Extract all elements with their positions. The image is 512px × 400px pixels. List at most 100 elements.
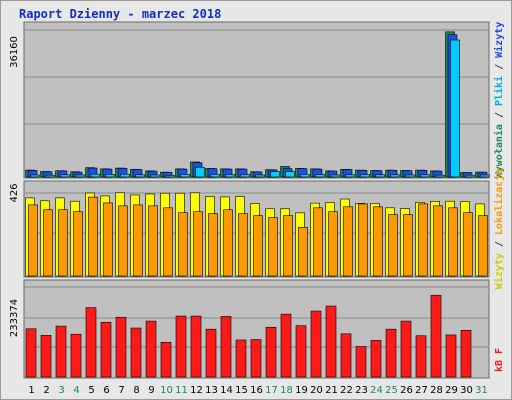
- bar-kb-2: [40, 335, 52, 378]
- x-label-day-17: 17: [265, 385, 278, 396]
- bar-lokalizacje-8: [133, 204, 143, 277]
- bar-lokalizacje-3: [58, 209, 68, 277]
- bar-kb-7: [115, 316, 127, 378]
- x-label-day-15: 15: [235, 385, 248, 396]
- x-label-day-11: 11: [175, 385, 188, 396]
- x-label-day-24: 24: [370, 385, 383, 396]
- bar-kb-4: [70, 333, 82, 378]
- bar-lokalizacje-13: [208, 213, 218, 277]
- bar-kb-28: [430, 294, 442, 378]
- x-label-day-22: 22: [340, 385, 353, 396]
- bar-kb-8: [130, 327, 142, 378]
- x-label-day-23: 23: [355, 385, 368, 396]
- bar-lokalizacje-26: [403, 214, 413, 277]
- bar-pliki-20: [315, 174, 325, 178]
- bar-pliki-10: [165, 175, 175, 178]
- bar-kb-5: [85, 307, 97, 378]
- x-label-day-16: 16: [250, 385, 263, 396]
- bar-lokalizacje-6: [103, 202, 113, 277]
- legend-entry: /: [494, 58, 505, 76]
- bar-pliki-3: [60, 174, 70, 178]
- bar-pliki-24: [375, 174, 385, 178]
- x-label-day-5: 5: [88, 385, 94, 396]
- x-label-day-6: 6: [103, 385, 109, 396]
- bar-lokalizacje-28: [433, 205, 443, 277]
- bar-pliki-28: [435, 174, 445, 178]
- bar-lokalizacje-15: [238, 213, 248, 277]
- bar-kb-9: [145, 320, 157, 378]
- x-label-day-31: 31: [475, 385, 488, 396]
- y-tick-label-bottom: 233374: [9, 299, 20, 337]
- bar-lokalizacje-5: [88, 196, 98, 277]
- bar-lokalizacje-11: [178, 212, 188, 277]
- x-label-day-21: 21: [325, 385, 338, 396]
- bar-kb-10: [160, 341, 172, 378]
- bar-pliki-27: [420, 174, 430, 178]
- bar-pliki-19: [300, 174, 310, 178]
- bar-pliki-18: [285, 171, 295, 178]
- bar-kb-21: [325, 305, 337, 378]
- bar-lokalizacje-23: [358, 203, 368, 277]
- bar-kb-1: [25, 328, 37, 378]
- bar-lokalizacje-7: [118, 205, 128, 277]
- x-label-day-25: 25: [385, 385, 398, 396]
- bar-lokalizacje-30: [463, 212, 473, 277]
- bar-lokalizacje-9: [148, 205, 158, 277]
- x-label-day-30: 30: [460, 385, 473, 396]
- x-label-day-28: 28: [430, 385, 443, 396]
- bar-kb-6: [100, 321, 112, 378]
- bar-pliki-8: [135, 174, 145, 178]
- x-label-day-13: 13: [205, 385, 218, 396]
- bar-kb-26: [400, 320, 412, 378]
- bar-kb-27: [415, 335, 427, 378]
- bar-lokalizacje-31: [478, 215, 488, 277]
- bar-lokalizacje-24: [373, 206, 383, 277]
- bar-lokalizacje-17: [268, 217, 278, 277]
- bar-kb-18: [280, 313, 292, 378]
- bar-lokalizacje-14: [223, 209, 233, 277]
- bar-pliki-25: [390, 174, 400, 178]
- x-label-day-26: 26: [400, 385, 413, 396]
- bar-pliki-21: [330, 174, 340, 178]
- bar-kb-13: [205, 328, 217, 378]
- bar-lokalizacje-20: [313, 207, 323, 277]
- bar-lokalizacje-19: [298, 226, 308, 277]
- bar-pliki-31: [480, 174, 490, 178]
- legend-top: Wywołania / Pliki / Wizyty: [493, 22, 505, 179]
- bar-pliki-5: [90, 173, 100, 178]
- y-tick-label-top: 36160: [9, 36, 20, 68]
- bar-pliki-2: [45, 174, 55, 178]
- bar-lokalizacje-12: [193, 211, 203, 277]
- panel-top-background: [23, 21, 490, 179]
- bar-pliki-13: [210, 174, 220, 178]
- x-label-day-2: 2: [43, 385, 49, 396]
- bar-lokalizacje-16: [253, 215, 263, 277]
- bar-kb-16: [250, 339, 262, 378]
- bar-pliki-12: [195, 166, 205, 178]
- bar-lokalizacje-29: [448, 207, 458, 277]
- x-label-day-14: 14: [220, 385, 233, 396]
- bar-kb-11: [175, 315, 187, 378]
- x-label-day-3: 3: [58, 385, 64, 396]
- bar-kb-12: [190, 315, 202, 378]
- legend-entry: Wizyty: [493, 22, 505, 58]
- bar-kb-15: [235, 339, 247, 378]
- legend-entry: Wizyty: [493, 253, 505, 289]
- x-label-day-27: 27: [415, 385, 428, 396]
- bar-kb-17: [265, 326, 277, 378]
- x-label-day-29: 29: [445, 385, 458, 396]
- x-label-day-4: 4: [73, 385, 79, 396]
- x-label-day-19: 19: [295, 385, 308, 396]
- bar-pliki-23: [360, 174, 370, 178]
- bar-pliki-9: [150, 174, 160, 178]
- legend-entry: /: [494, 106, 505, 124]
- bar-kb-14: [220, 316, 232, 378]
- x-label-day-1: 1: [28, 385, 34, 396]
- bar-pliki-30: [465, 174, 475, 178]
- bar-pliki-7: [120, 173, 130, 178]
- x-label-day-12: 12: [190, 385, 203, 396]
- legend-middle: Wizyty / Lokalizacje: [493, 169, 505, 289]
- bar-kb-20: [310, 310, 322, 378]
- bar-lokalizacje-27: [418, 203, 428, 277]
- bar-pliki-16: [255, 174, 265, 178]
